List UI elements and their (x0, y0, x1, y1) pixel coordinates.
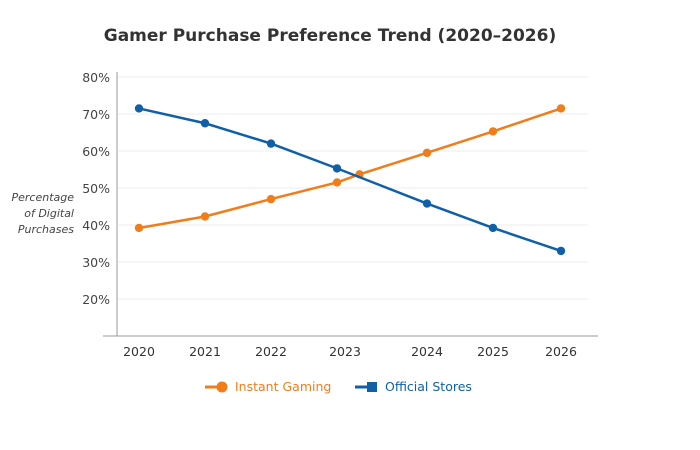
legend-label: Instant Gaming (235, 379, 332, 394)
y-tick-label: 70% (82, 107, 110, 122)
data-point (332, 164, 342, 173)
data-point (266, 194, 276, 204)
series-line-instant-gaming (138, 107, 562, 230)
y-tick-label: 40% (82, 218, 110, 233)
data-point (556, 104, 566, 113)
legend-square-icon (355, 381, 377, 392)
data-point (422, 148, 432, 158)
x-tick-label: 2021 (189, 344, 221, 359)
legend-label: Official Stores (385, 379, 472, 394)
data-point (200, 212, 210, 221)
data-point (200, 119, 210, 128)
y-tick-label: 20% (82, 292, 110, 307)
x-tick-label: 2025 (477, 344, 509, 359)
x-tick-label: 2022 (255, 344, 287, 359)
y-axis-label: Percentage of Digital Purchases (11, 191, 74, 236)
data-point (488, 223, 498, 233)
data-point (134, 104, 144, 113)
data-point (266, 139, 276, 148)
y-tick-label: 30% (82, 255, 110, 270)
x-tick-label: 2024 (411, 344, 443, 359)
chart-title: Gamer Purchase Preference Trend (2020–20… (103, 26, 557, 46)
x-tick-label: 2026 (545, 344, 577, 359)
legend-item-instant-gaming: Instant Gaming (205, 379, 331, 394)
legend-circle-icon (205, 381, 228, 392)
legend-item-official-stores: Official Stores (355, 379, 472, 394)
y-tick-label: 60% (82, 144, 110, 159)
x-tick-label: 2023 (329, 344, 361, 359)
y-tick-label: 50% (82, 181, 110, 196)
y-tick-label: 80% (82, 70, 110, 85)
data-point (422, 199, 432, 208)
data-point (488, 127, 498, 136)
data-point (556, 246, 566, 256)
data-point (134, 223, 144, 233)
data-point (332, 178, 342, 187)
x-tick-label: 2020 (123, 344, 155, 359)
